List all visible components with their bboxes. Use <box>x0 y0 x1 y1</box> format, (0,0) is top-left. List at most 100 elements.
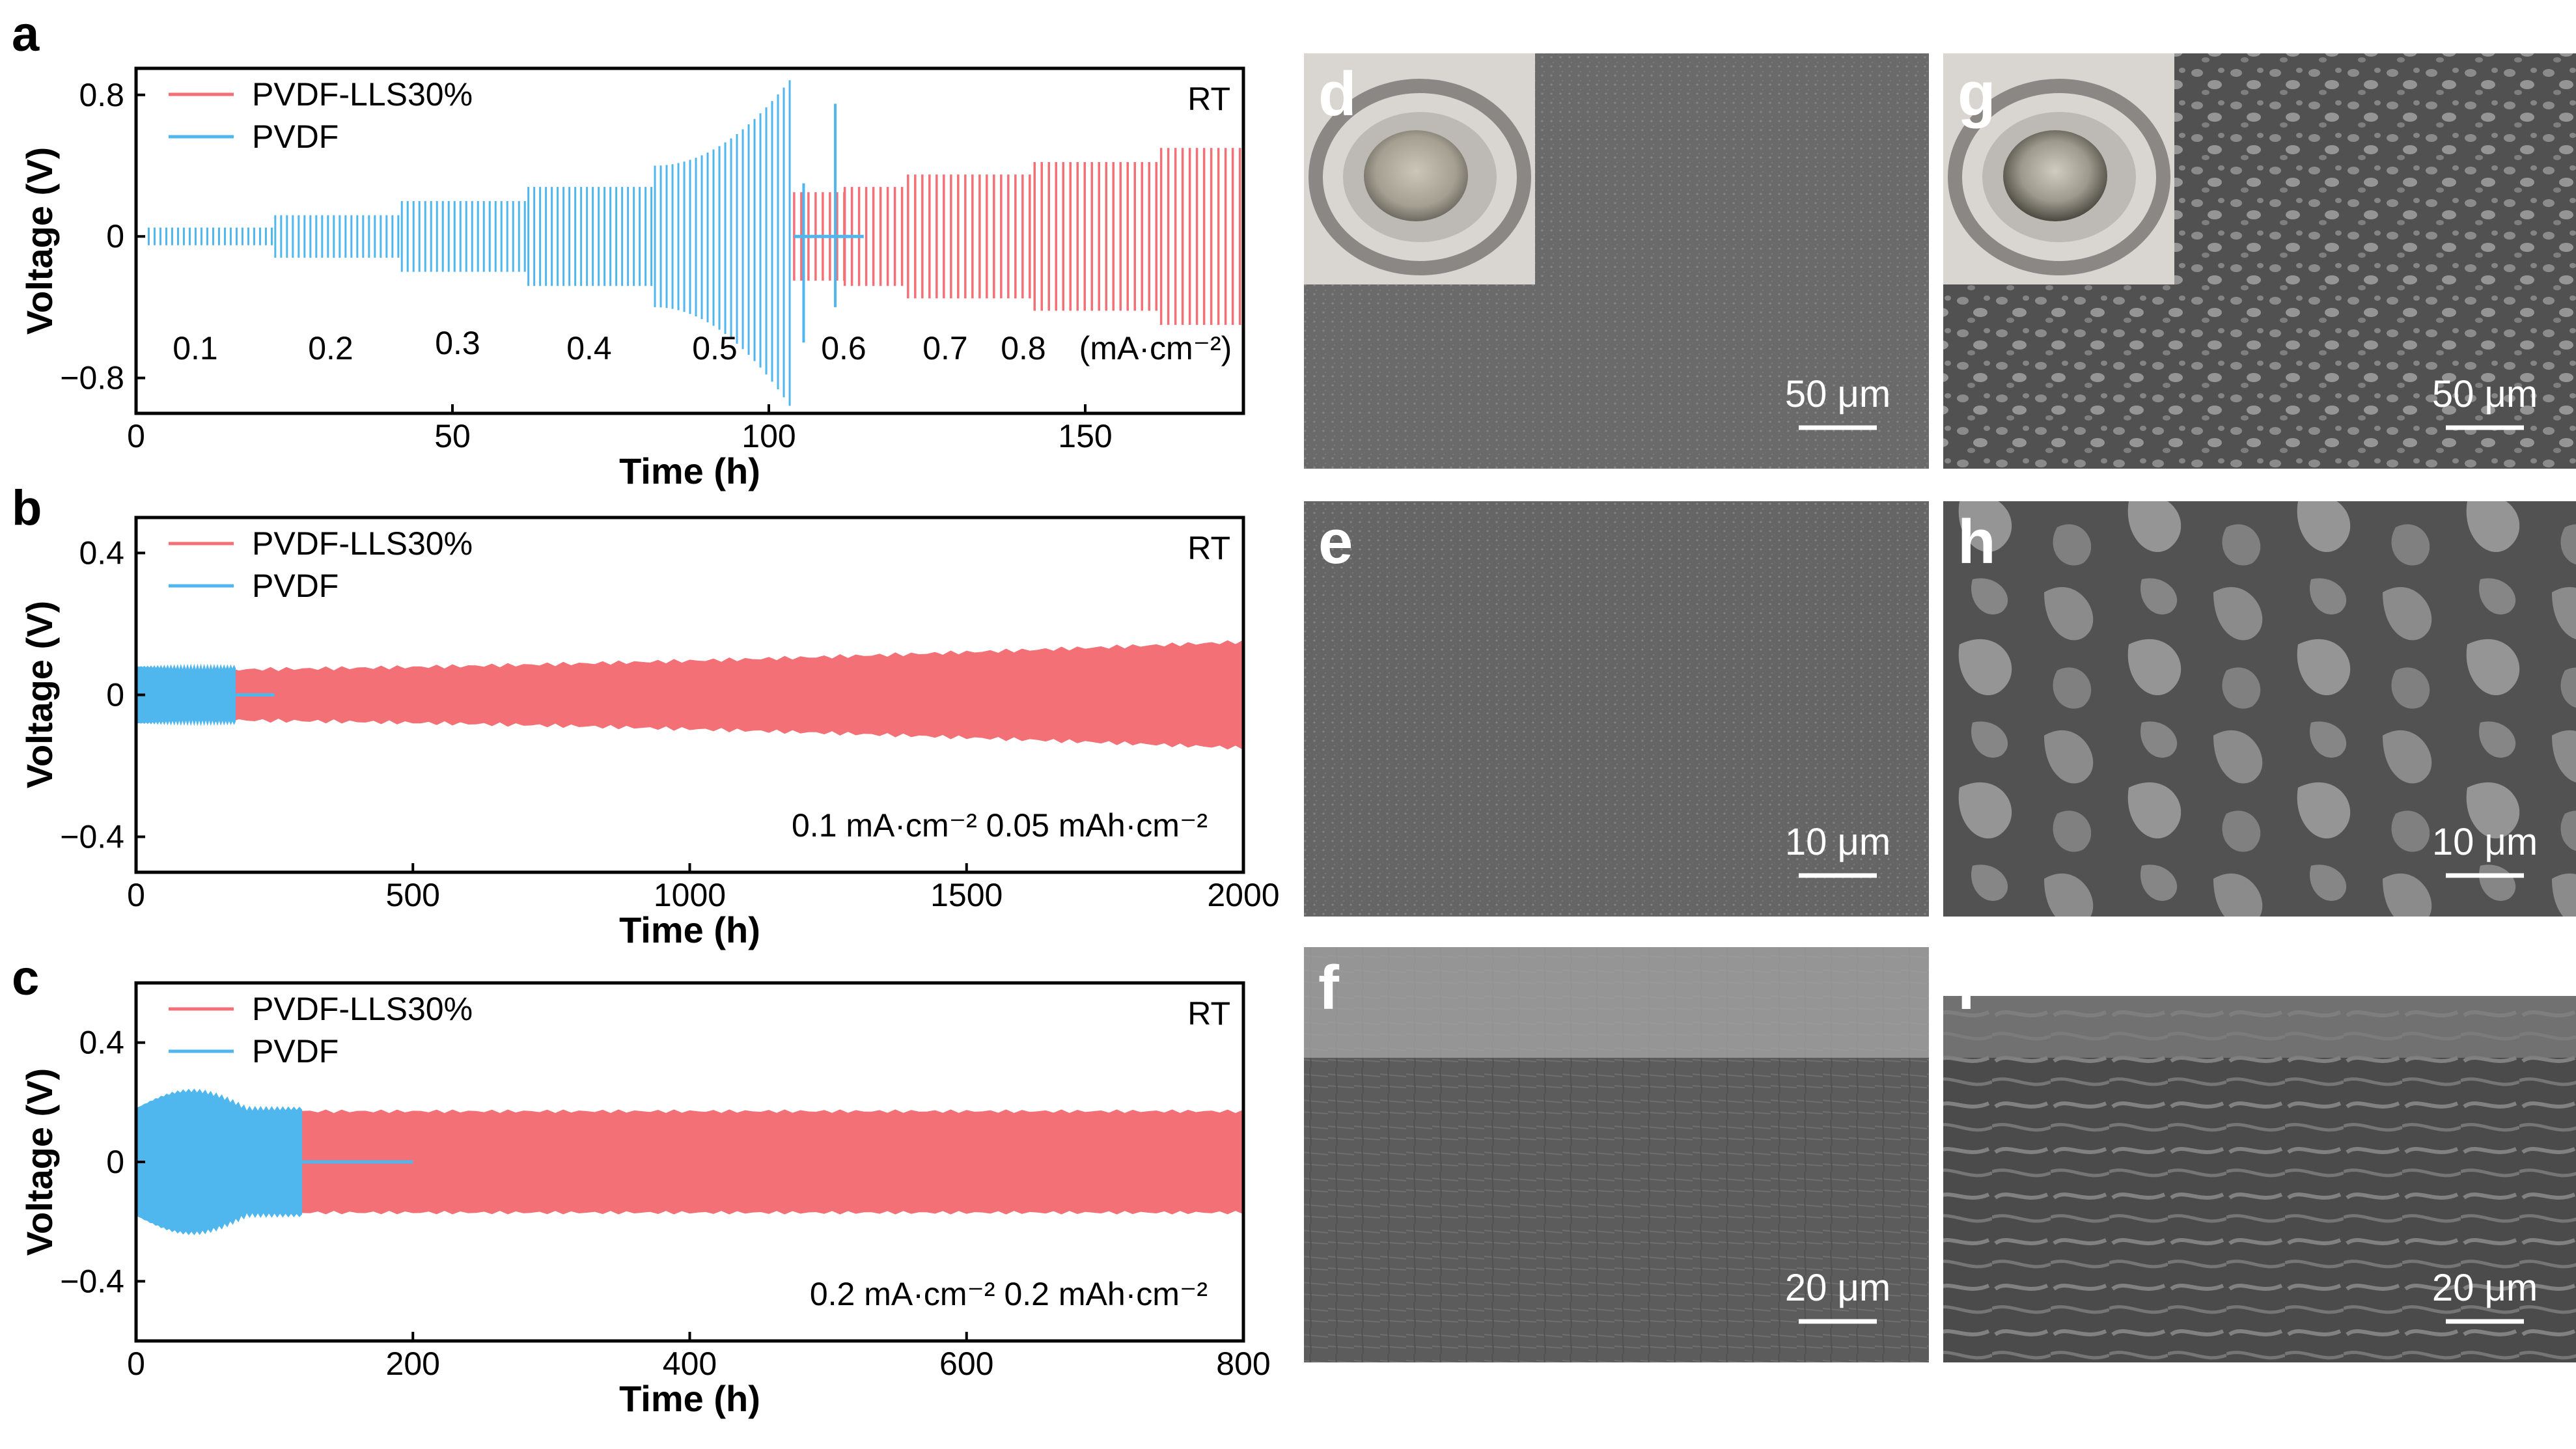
sem-panel-i: i 20 μm <box>1943 947 2576 1362</box>
panel-label-f: f <box>1318 953 1340 1023</box>
y-tick-label: 0 <box>106 218 124 255</box>
current-density-step-label: 0.7 <box>922 330 968 366</box>
legend-label-pvdf: PVDF <box>252 1033 339 1070</box>
legend-label-pvdf: PVDF <box>252 118 339 155</box>
cross-section-background <box>1943 947 2576 996</box>
current-density-step-label: 0.8 <box>1001 330 1046 366</box>
current-density-step-label: 0.5 <box>692 330 738 366</box>
x-tick-label: 0 <box>127 418 145 454</box>
x-axis-label: Time (h) <box>619 1378 760 1419</box>
x-tick-label: 500 <box>386 877 440 913</box>
coin-cell-ring <box>1309 79 1531 275</box>
series-pvdf-segment-2 <box>400 200 526 272</box>
sem-texture <box>1943 501 2576 917</box>
y-tick-label: 0.4 <box>79 1025 124 1061</box>
series-pvdf <box>136 663 236 726</box>
scale-bar-label: 10 μm <box>1785 821 1890 863</box>
chart-panel-c: 0 200 400 600 800 0.4 0 −0.4 Time (h) Voltage (V)… <box>12 950 1271 1419</box>
current-density-step-label: 0.3 <box>435 325 480 361</box>
y-tick-label: −0.8 <box>60 360 124 396</box>
y-tick-label: −0.4 <box>60 1263 124 1299</box>
series-pvdf-lls30-segment-3 <box>1033 162 1157 311</box>
test-condition-label: 0.2 mA·cm⁻² 0.2 mAh·cm⁻² <box>810 1276 1208 1312</box>
scale-bar-label: 10 μm <box>2432 821 2538 863</box>
x-tick-label: 150 <box>1058 418 1112 454</box>
series-pvdf-lls30-segment-4 <box>1159 148 1241 325</box>
panel-label-a: a <box>12 7 40 62</box>
panel-label-d: d <box>1318 59 1357 129</box>
x-tick-label: 1000 <box>654 877 726 913</box>
scale-bar-label: 20 μm <box>2432 1267 2538 1309</box>
x-axis-label: Time (h) <box>619 909 760 950</box>
photo-inset <box>1304 53 1535 284</box>
x-tick-label: 1500 <box>930 877 1003 913</box>
current-density-step-label: 0.1 <box>173 330 218 366</box>
y-tick-label: 0.4 <box>79 535 124 572</box>
scale-bar-label: 50 μm <box>2432 373 2538 415</box>
series-pvdf-segment-0 <box>147 227 273 245</box>
sem-panel-g: g 50 μm <box>1943 53 2576 469</box>
sem-panel-e: e 10 μm <box>1304 501 1929 917</box>
panel-label-b: b <box>12 480 42 536</box>
sem-panel-d: d 50 μm <box>1304 53 1929 469</box>
series-pvdf <box>136 1088 303 1235</box>
current-density-step-label: 0.6 <box>821 330 866 366</box>
panel-label-g: g <box>1958 59 1996 129</box>
y-tick-label: 0 <box>106 677 124 713</box>
legend-label-pvdf: PVDF <box>252 568 339 604</box>
coin-cell-ring <box>1948 79 2170 275</box>
plot-frame <box>134 66 1245 415</box>
test-condition-label: 0.1 mA·cm⁻² 0.05 mAh·cm⁻² <box>792 807 1208 844</box>
panel-label-c: c <box>12 950 39 1006</box>
series-pvdf-segment-1 <box>274 215 400 258</box>
x-tick-label: 50 <box>434 418 471 454</box>
electrode-disc <box>2003 130 2107 221</box>
x-tick-label: 2000 <box>1207 877 1279 913</box>
temperature-label: RT <box>1187 81 1230 117</box>
plot-area <box>136 639 1243 751</box>
cross-section-top-band <box>1304 947 1929 1058</box>
series-pvdf-lls30 <box>136 1109 1243 1215</box>
panel-label-i: i <box>1958 953 1975 1023</box>
x-tick-label: 200 <box>386 1346 440 1382</box>
x-tick-label: 400 <box>663 1346 717 1382</box>
current-density-step-label: 0.2 <box>308 330 353 366</box>
panel-label-e: e <box>1318 507 1353 577</box>
sem-panel-h: h 10 μm <box>1943 501 2576 917</box>
y-axis-label: Voltage (V) <box>19 147 60 335</box>
series-pvdf-segment-4 <box>654 80 791 406</box>
series-pvdf-spikes <box>802 104 837 343</box>
y-tick-label: 0 <box>106 1144 124 1180</box>
panel-label-h: h <box>1958 507 1996 577</box>
plot-area <box>147 80 1241 406</box>
y-tick-label: 0.8 <box>79 77 124 113</box>
legend-label-pvdf-lls30: PVDF-LLS30% <box>252 76 473 113</box>
y-tick-label: −0.4 <box>60 819 124 855</box>
scale-bar-label: 20 μm <box>1785 1267 1890 1309</box>
photo-inset <box>1943 53 2174 284</box>
x-tick-label: 100 <box>741 418 796 454</box>
sem-panel-f: f 20 μm <box>1304 947 1929 1362</box>
x-tick-label: 0 <box>127 877 145 913</box>
sem-texture <box>1304 501 1929 917</box>
x-tick-label: 800 <box>1216 1346 1270 1382</box>
y-axis-label: Voltage (V) <box>19 601 60 788</box>
series-pvdf-segment-3 <box>527 187 653 286</box>
y-axis-label: Voltage (V) <box>19 1068 60 1256</box>
temperature-label: RT <box>1187 530 1230 566</box>
electrode-disc <box>1364 130 1468 221</box>
x-axis-label: Time (h) <box>619 450 760 491</box>
current-density-step-label: (mA·cm⁻²) <box>1079 330 1232 366</box>
series-pvdf-lls30 <box>136 639 1243 751</box>
x-tick-label: 0 <box>127 1346 145 1382</box>
legend-label-pvdf-lls30: PVDF-LLS30% <box>252 525 473 562</box>
plot-area <box>136 1088 1243 1235</box>
x-tick-label: 600 <box>939 1346 993 1382</box>
scale-bar-label: 50 μm <box>1785 373 1890 415</box>
current-density-step-label: 0.4 <box>566 330 612 366</box>
temperature-label: RT <box>1187 995 1230 1032</box>
series-pvdf-lls30-segment-2 <box>907 174 1031 299</box>
